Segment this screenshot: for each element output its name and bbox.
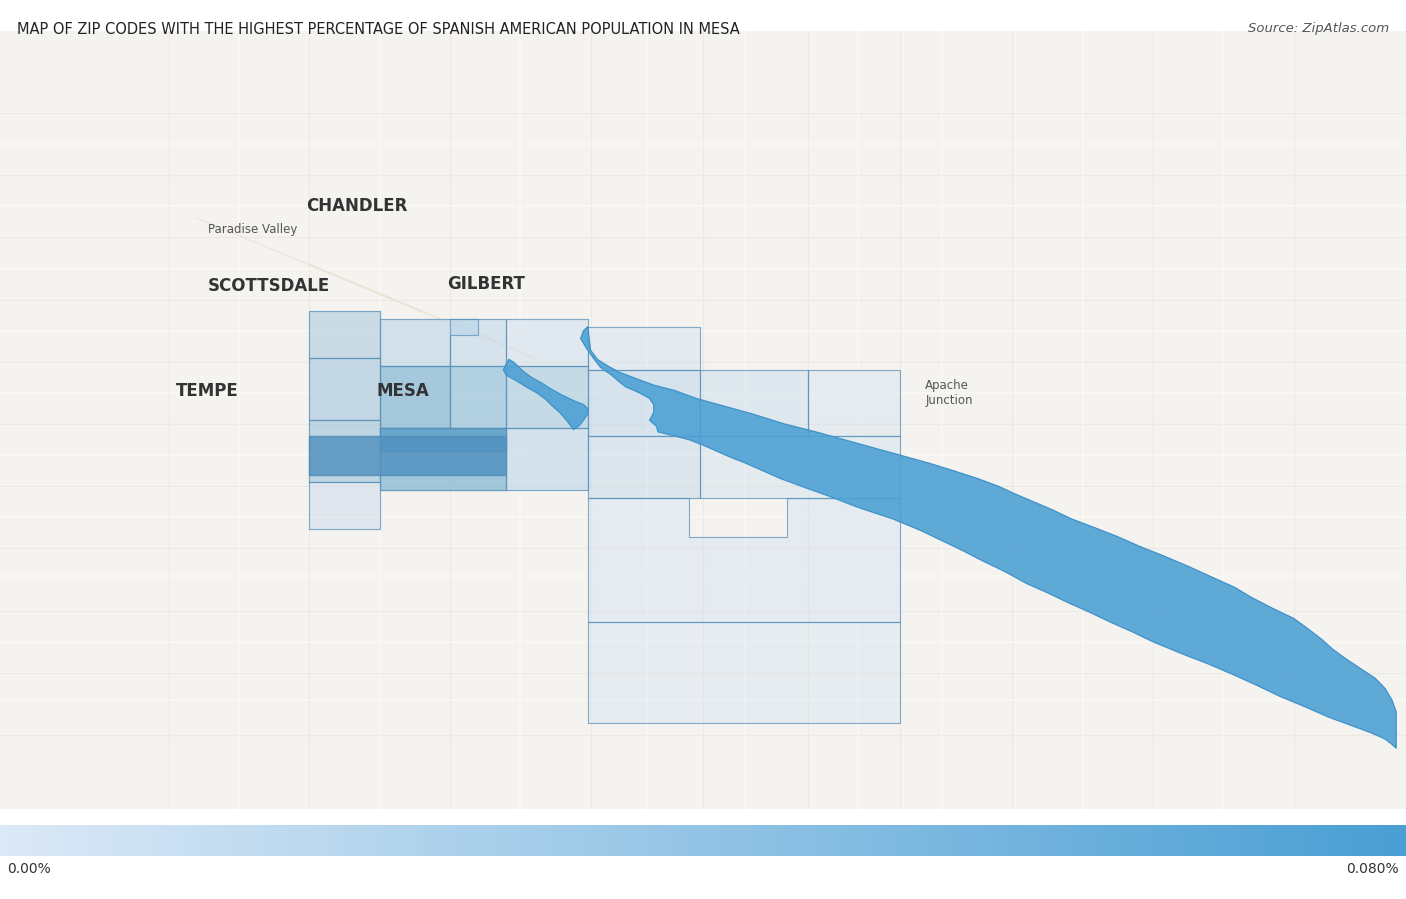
Polygon shape bbox=[506, 319, 588, 366]
Text: CHANDLER: CHANDLER bbox=[307, 198, 408, 216]
Polygon shape bbox=[588, 436, 700, 498]
Polygon shape bbox=[450, 366, 506, 428]
Text: Source: ZipAtlas.com: Source: ZipAtlas.com bbox=[1249, 22, 1389, 35]
Polygon shape bbox=[700, 436, 900, 498]
Text: TEMPE: TEMPE bbox=[176, 382, 239, 400]
Polygon shape bbox=[309, 358, 380, 420]
Polygon shape bbox=[503, 360, 588, 430]
Polygon shape bbox=[506, 428, 588, 490]
Polygon shape bbox=[581, 327, 1396, 748]
Text: Paradise Valley: Paradise Valley bbox=[208, 223, 298, 236]
Polygon shape bbox=[309, 420, 380, 483]
Text: MAP OF ZIP CODES WITH THE HIGHEST PERCENTAGE OF SPANISH AMERICAN POPULATION IN M: MAP OF ZIP CODES WITH THE HIGHEST PERCEN… bbox=[17, 22, 740, 38]
Text: MESA: MESA bbox=[377, 382, 430, 400]
Polygon shape bbox=[309, 311, 380, 358]
Polygon shape bbox=[808, 369, 900, 436]
Text: GILBERT: GILBERT bbox=[447, 275, 524, 293]
Polygon shape bbox=[309, 436, 506, 475]
Text: 0.080%: 0.080% bbox=[1347, 861, 1399, 876]
Text: 0.00%: 0.00% bbox=[7, 861, 51, 876]
Polygon shape bbox=[588, 498, 900, 622]
Polygon shape bbox=[588, 369, 700, 436]
Polygon shape bbox=[450, 319, 506, 366]
Polygon shape bbox=[588, 327, 700, 369]
Polygon shape bbox=[380, 428, 506, 451]
Polygon shape bbox=[380, 428, 506, 490]
Polygon shape bbox=[380, 366, 450, 428]
Text: SCOTTSDALE: SCOTTSDALE bbox=[208, 277, 330, 295]
Polygon shape bbox=[700, 369, 808, 436]
Polygon shape bbox=[380, 319, 478, 366]
Polygon shape bbox=[588, 622, 900, 724]
Polygon shape bbox=[309, 483, 380, 529]
Polygon shape bbox=[506, 366, 588, 428]
Text: Apache
Junction: Apache Junction bbox=[925, 379, 973, 407]
